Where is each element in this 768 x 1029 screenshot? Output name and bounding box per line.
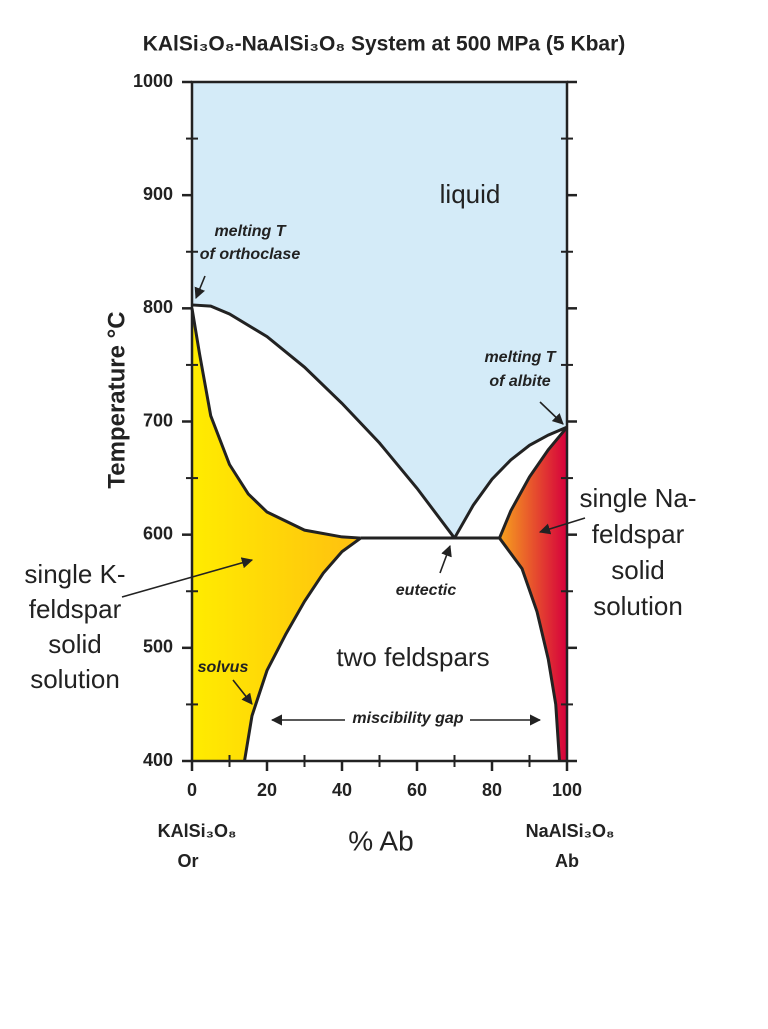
annotation-arrow <box>194 275 206 300</box>
y-axis-title: Temperature °C <box>103 311 130 488</box>
end-member-label: KAlSi₃O₈ <box>158 821 237 841</box>
y-tick-label: 600 <box>143 523 173 543</box>
y-tick-label: 700 <box>143 410 173 430</box>
liquid-region <box>192 82 567 539</box>
x-axis-title: % Ab <box>348 825 413 856</box>
annotation: feldspar <box>592 519 685 549</box>
phase-boundary <box>498 426 569 539</box>
phase-boundary <box>243 536 362 762</box>
y-tick-label: 500 <box>143 637 173 657</box>
annotation: melting T <box>214 223 286 240</box>
annotation: single K- <box>24 559 125 589</box>
annotation-arrow <box>121 557 254 598</box>
annotation: of albite <box>489 373 550 390</box>
annotation: miscibility gap <box>352 710 463 727</box>
annotation: solid <box>611 555 664 585</box>
annotation: solvus <box>198 659 249 676</box>
chart-title: KAlSi₃O₈-NaAlSi₃O₈ System at 500 MPa (5 … <box>143 33 626 56</box>
phase-boundary <box>191 303 456 539</box>
annotation: solid <box>48 629 101 659</box>
annotation-arrow <box>539 401 564 425</box>
annotation: two feldspars <box>336 642 489 672</box>
na-feldspar-region <box>499 427 567 761</box>
annotation: single Na- <box>579 483 696 513</box>
y-tick-label: 900 <box>143 184 173 204</box>
end-member-label: Or <box>177 851 198 871</box>
annotation: melting T <box>484 349 556 366</box>
annotation: feldspar <box>29 594 122 624</box>
annotation: solution <box>30 664 120 694</box>
x-tick-label: 20 <box>257 780 277 800</box>
x-tick-label: 80 <box>482 780 502 800</box>
x-tick-label: 0 <box>187 780 197 800</box>
annotation-arrow <box>232 679 253 705</box>
end-member-label: NaAlSi₃O₈ <box>526 821 615 841</box>
phase-boundary <box>498 537 561 762</box>
end-member-label: Ab <box>555 851 579 871</box>
phase-boundary <box>453 425 568 539</box>
x-tick-label: 40 <box>332 780 352 800</box>
x-tick-label: 60 <box>407 780 427 800</box>
phase-boundary <box>190 308 361 540</box>
y-tick-label: 400 <box>143 750 173 770</box>
x-tick-label: 100 <box>552 780 582 800</box>
annotation: liquid <box>440 179 501 209</box>
annotation: of orthoclase <box>200 246 301 263</box>
annotation: eutectic <box>396 582 457 599</box>
y-tick-label: 800 <box>143 297 173 317</box>
annotation-arrow <box>538 517 586 535</box>
y-tick-label: 1000 <box>133 71 173 91</box>
k-feldspar-region <box>192 308 361 761</box>
annotation-arrow <box>439 544 452 574</box>
annotation: solution <box>593 591 683 621</box>
